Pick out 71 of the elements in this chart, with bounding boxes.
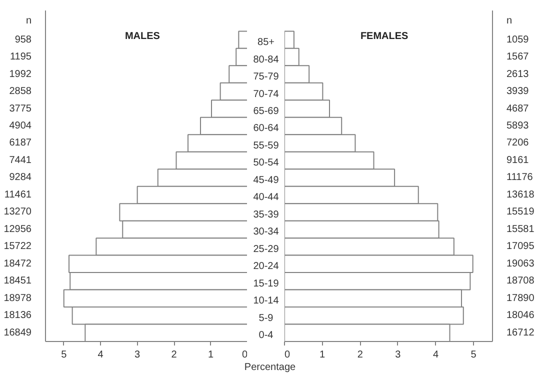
text: 2858 [9, 86, 32, 98]
y-axis-title: n [26, 15, 32, 26]
text: 958 [14, 34, 32, 46]
text: 1992 [9, 68, 32, 80]
x-tick-label: 1 [320, 350, 326, 360]
text: 18451 [4, 276, 32, 287]
text: 17890 [506, 292, 535, 304]
y-tick-label: 80-84 [253, 54, 280, 66]
text: 1059 [506, 34, 530, 46]
text: 1567 [506, 52, 530, 63]
y-tick-label: 85+ [258, 37, 275, 48]
y-tick-label: 25-29 [253, 244, 280, 255]
text: 18136 [4, 310, 32, 322]
y-tick-label: 20-24 [253, 261, 280, 272]
x-tick-label: 3 [134, 350, 141, 360]
y-tick-label: 40-44 [253, 192, 280, 204]
y-tick-label: 70-74 [253, 88, 280, 100]
y-tick-label: 10-14 [253, 296, 280, 307]
text: 11461 [4, 189, 32, 200]
text: 2613 [506, 68, 530, 80]
text: 4687 [506, 103, 530, 114]
y-tick-label: 75-79 [253, 72, 280, 83]
x-tick-label: 5 [470, 350, 477, 360]
y-tick-label: 0-4 [258, 330, 274, 342]
y-tick-label: 65-69 [253, 106, 280, 117]
x-tick-label: 2 [357, 350, 364, 360]
text: 1195 [10, 52, 32, 63]
text: 7206 [506, 138, 530, 149]
text: 15722 [4, 241, 32, 252]
y-tick-label: 15-19 [253, 278, 280, 290]
text: 18978 [4, 292, 32, 304]
y-tick-label: 30-34 [253, 226, 280, 238]
text: 5893 [506, 120, 530, 132]
x-tick-label: 0 [284, 350, 290, 360]
text: 13618 [506, 189, 535, 200]
y-tick-label: 55-59 [253, 140, 280, 152]
text: 18472 [4, 258, 32, 270]
text: 3939 [506, 86, 530, 98]
chart-title: FEMALES [360, 30, 409, 42]
y-axis-title: n [506, 15, 512, 26]
text: 6187 [9, 138, 32, 149]
x-tick-label: 2 [171, 350, 178, 360]
text: 16712 [506, 327, 535, 338]
x-tick-label: 5 [61, 350, 68, 360]
y-tick-label: 5-9 [258, 312, 274, 324]
text: 15581 [506, 224, 535, 235]
text: 3775 [9, 103, 32, 114]
text: 9284 [9, 172, 32, 184]
chart-title: MALES [124, 30, 160, 42]
y-tick-label: 35-39 [253, 209, 280, 220]
text: 18708 [506, 276, 535, 287]
y-tick-label: 60-64 [253, 123, 280, 134]
text: 12956 [4, 224, 32, 235]
x-tick-label: 1 [208, 350, 214, 360]
text: 13270 [4, 206, 32, 218]
text: 9161 [506, 154, 530, 166]
text: 4904 [9, 120, 32, 132]
y-tick-label: 50-54 [253, 158, 280, 169]
y-tick-label: 45-49 [253, 174, 280, 186]
text: 15519 [506, 206, 535, 218]
text: 7441 [9, 154, 32, 166]
text: 18046 [506, 310, 535, 322]
text: 19063 [506, 258, 535, 270]
x-tick-label: 3 [395, 350, 402, 360]
text: 17095 [506, 241, 535, 252]
x-tick-label: 4 [98, 350, 104, 360]
text: 16849 [4, 327, 32, 338]
x-tick-label: 4 [432, 350, 439, 360]
text: 11176 [506, 172, 534, 184]
x-axis-title: Percentage [244, 361, 296, 375]
x-tick-label: 0 [242, 350, 248, 360]
